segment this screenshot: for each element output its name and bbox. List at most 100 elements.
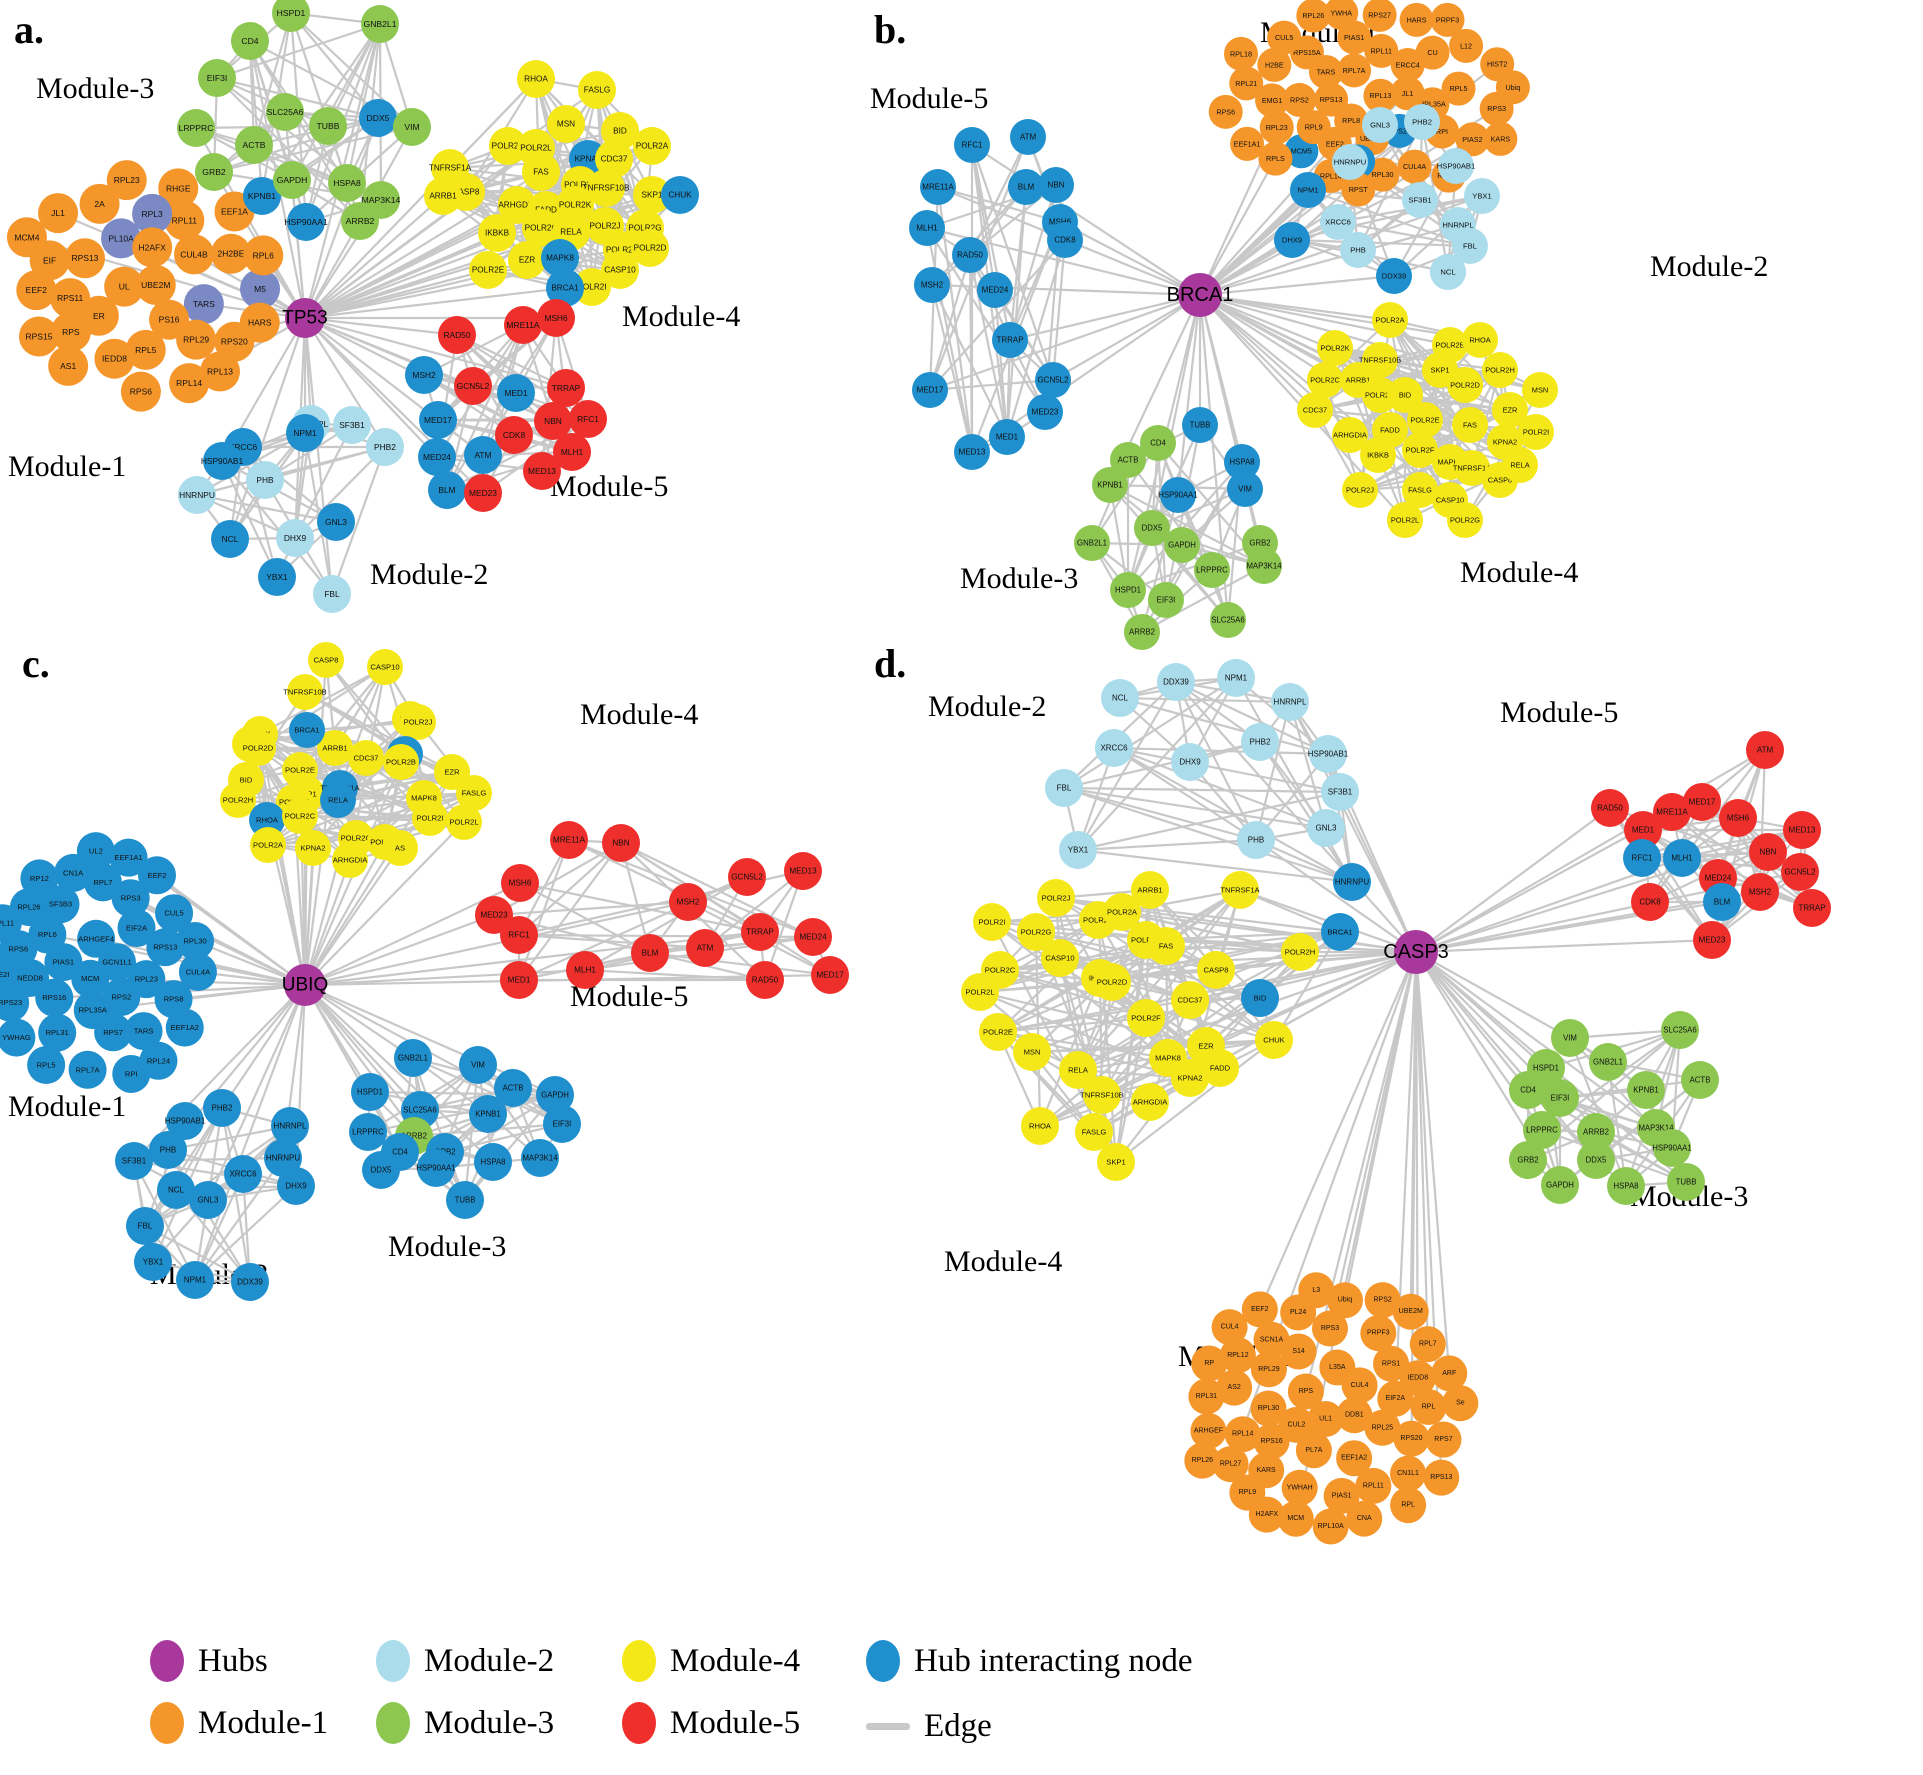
network-node-PHB[interactable]: PHB [246, 461, 284, 499]
network-node-RPL11[interactable]: RPL11 [1355, 1467, 1392, 1504]
network-node-YWHAH[interactable]: YWHAH [1281, 1469, 1318, 1506]
network-node-UL2[interactable]: UL2 [76, 832, 115, 871]
network-node-VIM[interactable]: VIM [1227, 471, 1263, 507]
network-node-RAD50[interactable]: RAD50 [438, 316, 476, 354]
network-node-ERCC4[interactable]: ERCC4 [1390, 47, 1425, 82]
network-node-DHX9[interactable]: DHX9 [1274, 222, 1310, 258]
network-node-LRPPRC[interactable]: LRPPRC [177, 109, 215, 147]
network-node-POLR2A[interactable]: POLR2A [633, 127, 671, 165]
network-node-CUL2[interactable]: CUL2 [1278, 1406, 1315, 1443]
network-node-NBN[interactable]: NBN [602, 824, 640, 862]
network-node-MED13[interactable]: MED13 [1783, 811, 1821, 849]
network-node-RPS6[interactable]: RPS6 [120, 371, 161, 412]
network-node-FASLG[interactable]: FASLG [578, 71, 616, 109]
network-node-RPS11[interactable]: RPS11 [50, 278, 91, 319]
network-node-EIF3I[interactable]: EIF3I [1541, 1079, 1579, 1117]
network-node-GNL3[interactable]: GNL3 [317, 503, 355, 541]
network-node-MED23[interactable]: MED23 [464, 474, 502, 512]
network-node-ARHGDIA[interactable]: ARHGDIA [1131, 1083, 1169, 1121]
network-node-LRPPRC[interactable]: LRPPRC [349, 1113, 387, 1151]
network-node-RPS13[interactable]: RPS13 [64, 238, 105, 279]
network-node-AS1[interactable]: AS1 [48, 345, 89, 386]
hub-node-brca1[interactable]: BRCA1 [1167, 273, 1234, 317]
network-node-MRE11A[interactable]: MRE11A [504, 306, 542, 344]
network-node-MRE11A[interactable]: MRE11A [1653, 793, 1691, 831]
network-node-ARRB2[interactable]: ARRB2 [341, 202, 379, 240]
network-node-ARHGDIA[interactable]: ARHGDIA [332, 842, 368, 878]
network-node-POLR2L[interactable]: POLR2L [961, 973, 999, 1011]
network-node-MAP3K14[interactable]: MAP3K14 [521, 1139, 559, 1177]
network-node-POLR2L[interactable]: POLR2L [1387, 502, 1423, 538]
network-node-ARHGDIA[interactable]: ARHGDIA [1332, 417, 1368, 453]
network-node-TRRAP[interactable]: TRRAP [1793, 889, 1831, 927]
network-node-RPL24[interactable]: RPL24 [139, 1041, 178, 1080]
network-node-MSH6[interactable]: MSH6 [1719, 799, 1757, 837]
network-node-PHB[interactable]: PHB [1237, 821, 1275, 859]
network-node-TUBB[interactable]: TUBB [446, 1181, 484, 1219]
network-node-NEDD8[interactable]: NEDD8 [11, 958, 50, 997]
network-node-FADD[interactable]: FADD [1201, 1049, 1239, 1087]
network-node-POLR2E[interactable]: POLR2E [469, 251, 507, 289]
network-node-GNB2L1[interactable]: GNB2L1 [361, 5, 399, 43]
network-node-GNB2L1[interactable]: GNB2L1 [1589, 1043, 1627, 1081]
network-node-SF3B1[interactable]: SF3B1 [333, 406, 371, 444]
network-node-RPL10A[interactable]: RPL10A [1312, 1508, 1349, 1545]
network-node-POLR2D[interactable]: POLR2D [240, 730, 276, 766]
network-node-EZR[interactable]: EZR [508, 241, 546, 279]
network-node-BLM[interactable]: BLM [428, 471, 466, 509]
network-node-POLR2C[interactable]: POLR2C [282, 798, 318, 834]
network-node-DDX5[interactable]: DDX5 [362, 1151, 400, 1189]
network-node-RHOA[interactable]: RHOA [1021, 1107, 1059, 1145]
network-node-BLM[interactable]: BLM [631, 934, 669, 972]
network-node-ARHGEF[interactable]: ARHGEF [1190, 1413, 1227, 1450]
network-node-GNB2L1[interactable]: GNB2L1 [1074, 525, 1110, 561]
network-node-VIM[interactable]: VIM [1551, 1019, 1589, 1057]
network-node-HNRNPL[interactable]: HNRNPL [271, 1107, 309, 1145]
network-node-PHB[interactable]: PHB [1340, 232, 1376, 268]
network-node-POLR2I[interactable]: POLR2I [1518, 414, 1554, 450]
network-node-RFC1[interactable]: RFC1 [569, 400, 607, 438]
network-node-CDK8[interactable]: CDK8 [495, 416, 533, 454]
network-node-POLR2A[interactable]: POLR2A [1372, 302, 1408, 338]
network-node-EIF3I[interactable]: EIF3I [1148, 582, 1184, 618]
network-node-BRCA1[interactable]: BRCA1 [289, 712, 325, 748]
network-node-LRPPRC[interactable]: LRPPRC [1194, 552, 1230, 588]
network-node-MSH6[interactable]: MSH6 [537, 299, 575, 337]
network-node-CDK8[interactable]: CDK8 [1631, 883, 1669, 921]
network-node-RPL9[interactable]: RPL9 [1296, 110, 1331, 145]
network-node-MED13[interactable]: MED13 [954, 434, 990, 470]
network-node-RFC1[interactable]: RFC1 [1623, 839, 1661, 877]
network-node-PHB2[interactable]: PHB2 [1404, 104, 1440, 140]
network-node-SKP1[interactable]: SKP1 [1097, 1143, 1135, 1181]
network-node-MED17[interactable]: MED17 [912, 372, 948, 408]
network-node-POLR2J[interactable]: POLR2J [400, 704, 436, 740]
network-node-FAS[interactable]: FAS [1147, 927, 1185, 965]
network-node-TARS[interactable]: TARS [183, 284, 224, 325]
network-node-RAD50[interactable]: RAD50 [1591, 789, 1629, 827]
network-node-CHUK[interactable]: CHUK [1255, 1021, 1293, 1059]
hub-node-ubiq[interactable]: UBIQ [282, 964, 328, 1006]
network-node-GCN5L2[interactable]: GCN5L2 [454, 367, 492, 405]
network-node-GAPDH[interactable]: GAPDH [536, 1076, 574, 1114]
network-node-MED24[interactable]: MED24 [794, 918, 832, 956]
network-node-GRB2[interactable]: GRB2 [1509, 1141, 1547, 1179]
network-node-RAD50[interactable]: RAD50 [952, 237, 988, 273]
network-node-H2AFX[interactable]: H2AFX [1248, 1496, 1285, 1533]
network-node-L3[interactable]: L3 [1298, 1272, 1335, 1309]
network-node-KPNB1[interactable]: KPNB1 [1627, 1071, 1665, 1109]
network-node-POLR2J[interactable]: POLR2J [1342, 472, 1378, 508]
network-node-EEF1A1[interactable]: EEF1A1 [109, 838, 148, 877]
network-node-HARS[interactable]: HARS [1399, 2, 1434, 37]
network-node-MED23[interactable]: MED23 [1027, 394, 1063, 430]
network-node-UBE2M[interactable]: UBE2M [1392, 1293, 1429, 1330]
network-node-GAPDH[interactable]: GAPDH [273, 161, 311, 199]
network-node-CASP10[interactable]: CASP10 [1041, 939, 1079, 977]
network-node-GNL3[interactable]: GNL3 [1307, 809, 1345, 847]
network-node-RPS13[interactable]: RPS13 [1423, 1459, 1460, 1496]
network-node-EIF3I[interactable]: EIF3I [198, 59, 236, 97]
network-node-RPL5[interactable]: RPL5 [1441, 71, 1476, 106]
network-node-MED1[interactable]: MED1 [500, 961, 538, 999]
network-node-POLR2J[interactable]: POLR2J [1037, 879, 1075, 917]
network-node-FBL[interactable]: FBL [1045, 769, 1083, 807]
network-node-MLH1[interactable]: MLH1 [1663, 839, 1701, 877]
